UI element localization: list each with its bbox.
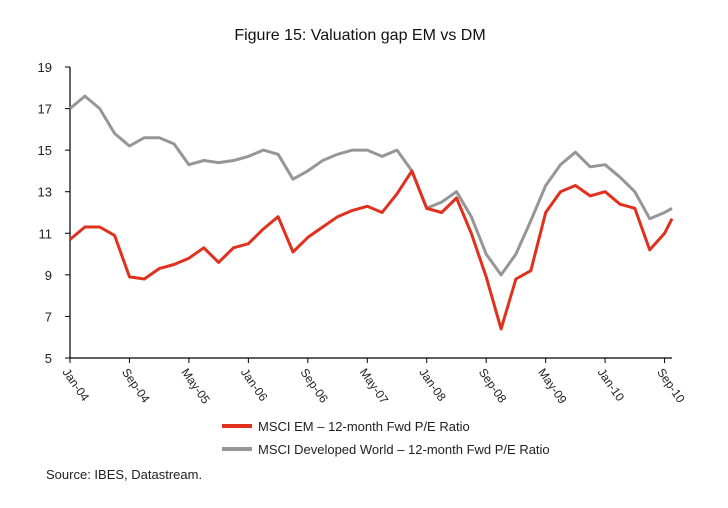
y-tick-label: 13 (38, 185, 52, 200)
source-note: Source: IBES, Datastream. (46, 467, 202, 482)
y-tick-labels: 5 7 9 11 13 15 17 19 (38, 60, 52, 366)
y-tick-label: 5 (45, 351, 52, 366)
axes (65, 66, 672, 363)
x-tick-labels: Jan-04 Sep-04 May-05 Jan-06 Sep-06 May-07 Jan-… (60, 366, 688, 407)
x-tick-label: Sep-06 (297, 366, 331, 406)
x-tick-label: Jan-06 (238, 366, 271, 404)
x-tick-label: May-07 (357, 366, 392, 407)
legend-label-dm: MSCI Developed World – 12-month Fwd P/E … (258, 442, 550, 457)
x-tick-label: Sep-08 (476, 366, 510, 406)
chart-title: Figure 15: Valuation gap EM vs DM (234, 27, 485, 44)
legend-label-em: MSCI EM – 12-month Fwd P/E Ratio (258, 419, 470, 434)
x-tick-label: May-05 (178, 366, 213, 407)
y-tick-label: 19 (38, 60, 52, 75)
y-tick-label: 7 (45, 309, 52, 324)
series-lines (69, 94, 674, 331)
x-tick-label: Jan-04 (60, 366, 93, 404)
series-line-dm (69, 94, 673, 277)
series-line-em (69, 169, 674, 331)
x-tick-label: Jan-10 (595, 366, 628, 404)
x-tick-label: Sep-04 (119, 366, 153, 406)
x-tick-label: Sep-10 (654, 366, 688, 406)
y-tick-label: 11 (39, 226, 53, 241)
x-tick-label: May-09 (535, 366, 570, 407)
y-tick-label: 17 (38, 102, 52, 117)
x-tick-label: Jan-08 (416, 366, 449, 404)
legend: MSCI EM – 12-month Fwd P/E Ratio MSCI De… (222, 419, 550, 457)
y-tick-label: 15 (38, 143, 52, 158)
y-tick-label: 9 (45, 268, 52, 283)
